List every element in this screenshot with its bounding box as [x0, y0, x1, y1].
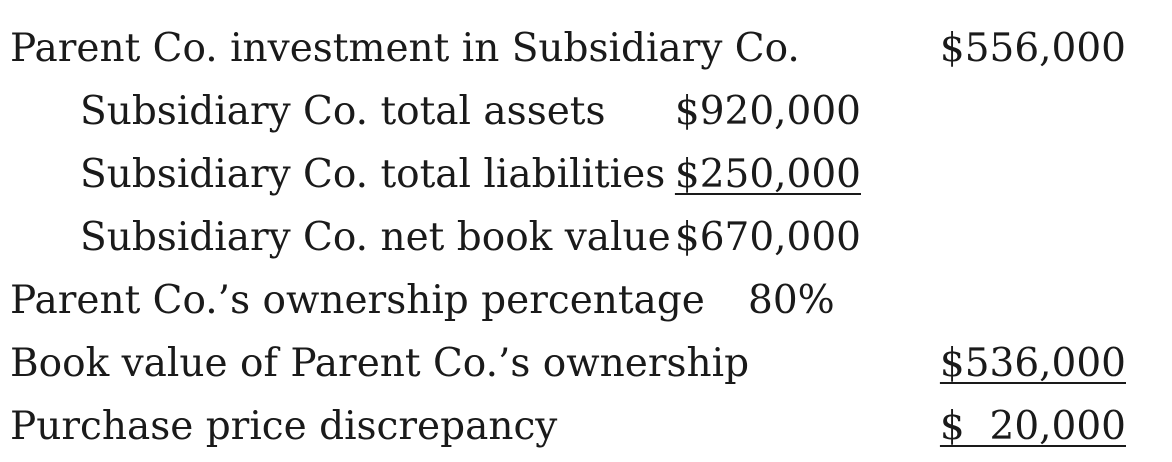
row-subsidiary-total-assets: Subsidiary Co. total assets $920,000 [0, 81, 1172, 143]
row-label: Subsidiary Co. total assets [80, 89, 606, 134]
row-label: Parent Co. investment in Subsidiary Co. [10, 26, 800, 71]
row-label: Subsidiary Co. net book value [80, 215, 671, 260]
row-subsidiary-total-liabilities: Subsidiary Co. total liabilities $250,00… [0, 144, 1172, 206]
row-subsidiary-net-book-value: Subsidiary Co. net book value $670,000 [0, 207, 1172, 269]
row-amount: $ 20,000 [939, 404, 1126, 449]
row-purchase-price-discrepancy: Purchase price discrepancy $ 20,000 [0, 396, 1172, 458]
row-parent-investment: Parent Co. investment in Subsidiary Co. … [0, 18, 1172, 80]
row-ownership-percentage: Parent Co.’s ownership percentage 80% [0, 270, 1172, 332]
row-subtotal: $920,000 [674, 89, 861, 134]
row-label: Purchase price discrepancy [10, 404, 558, 449]
row-book-value-ownership: Book value of Parent Co.’s ownership $53… [0, 333, 1172, 395]
row-subtotal: $250,000 [674, 152, 861, 197]
row-percentage: 80% [748, 278, 835, 323]
row-subtotal: $670,000 [674, 215, 861, 260]
row-amount: $536,000 [939, 341, 1126, 386]
row-label: Book value of Parent Co.’s ownership [10, 341, 750, 386]
row-label: Parent Co.’s ownership percentage [10, 278, 705, 323]
row-label: Subsidiary Co. total liabilities [80, 152, 666, 197]
row-amount: $556,000 [939, 26, 1126, 71]
